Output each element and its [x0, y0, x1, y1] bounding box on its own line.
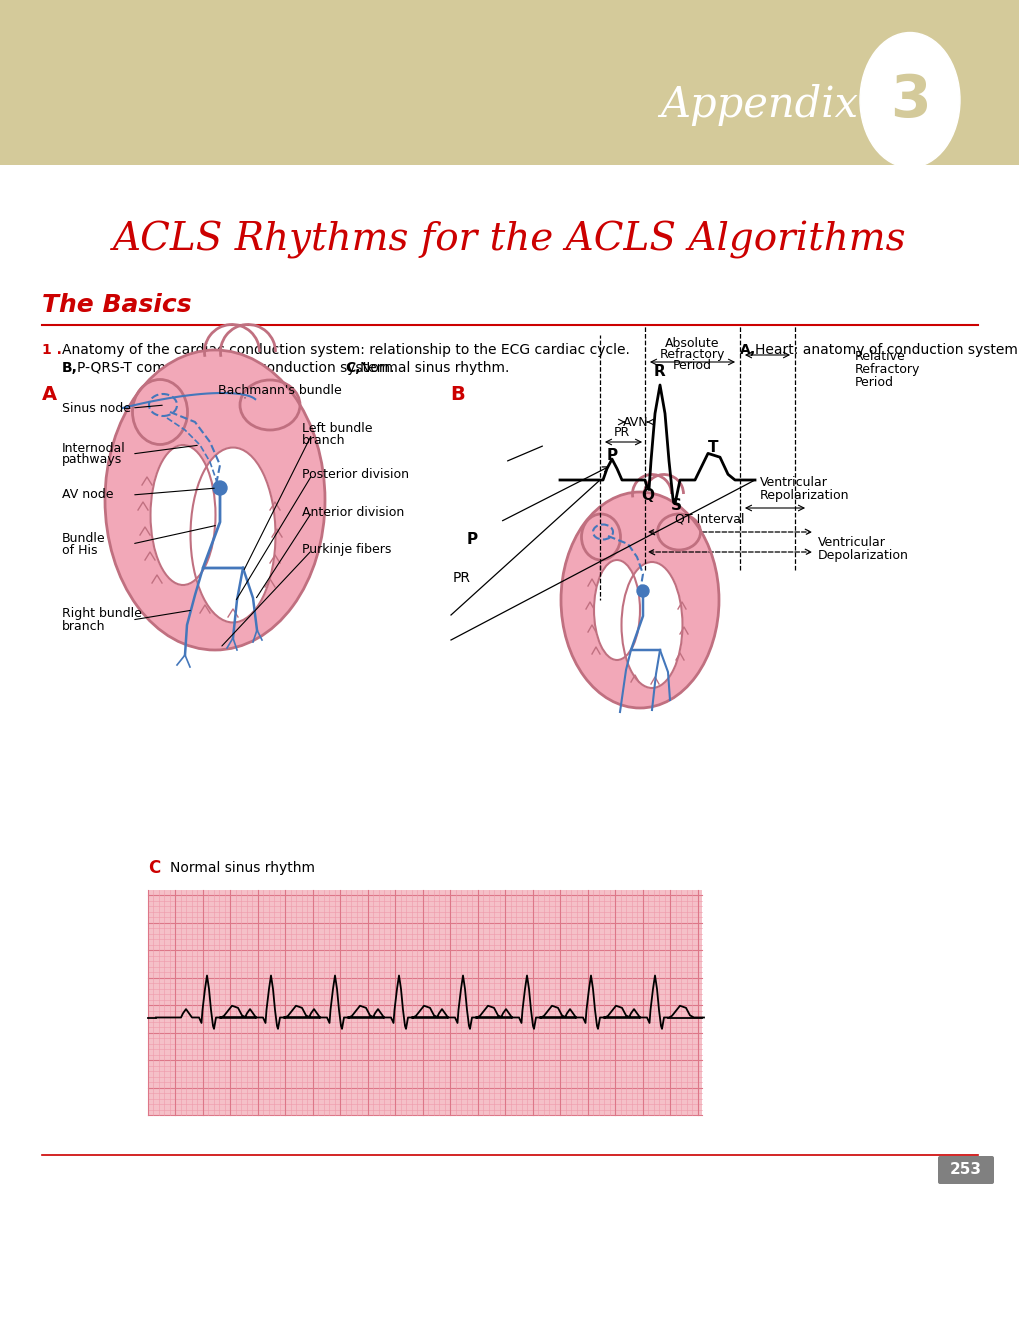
Text: Normal sinus rhythm.: Normal sinus rhythm.: [360, 360, 508, 375]
Text: branch: branch: [302, 433, 345, 446]
Ellipse shape: [637, 585, 648, 597]
Text: Bundle: Bundle: [62, 532, 106, 544]
Text: PR: PR: [452, 572, 471, 585]
Bar: [0, 0, 1019, 165]
Text: Anterior division: Anterior division: [302, 506, 404, 519]
Ellipse shape: [621, 562, 682, 688]
Text: Refractory: Refractory: [854, 363, 919, 376]
Text: P: P: [606, 447, 616, 462]
Text: Left bundle: Left bundle: [302, 421, 372, 434]
Text: pathways: pathways: [62, 454, 122, 466]
Text: Q: Q: [641, 487, 654, 503]
Text: Period: Period: [672, 359, 711, 372]
Bar: [148, 890, 701, 1115]
Text: C,: C,: [344, 360, 360, 375]
Text: T: T: [707, 441, 717, 455]
Ellipse shape: [859, 33, 959, 168]
Text: Posterior division: Posterior division: [302, 469, 409, 482]
Text: 1 .: 1 .: [42, 343, 62, 356]
Text: Period: Period: [854, 376, 893, 389]
Text: PR: PR: [613, 426, 630, 440]
Text: P-QRS-T complex: lines to conduction system.: P-QRS-T complex: lines to conduction sys…: [76, 360, 394, 375]
Ellipse shape: [213, 480, 227, 495]
Text: Ventricular: Ventricular: [759, 475, 827, 488]
Text: Ventricular: Ventricular: [817, 536, 886, 549]
Text: R: R: [653, 363, 665, 379]
Text: C: C: [148, 859, 160, 876]
Text: Refractory: Refractory: [658, 348, 723, 360]
Text: Sinus node: Sinus node: [62, 401, 130, 414]
Ellipse shape: [239, 380, 300, 430]
Text: Heart: anatomy of conduction system.: Heart: anatomy of conduction system.: [754, 343, 1019, 356]
Text: Anatomy of the cardiac conduction system: relationship to the ECG cardiac cycle.: Anatomy of the cardiac conduction system…: [62, 343, 630, 356]
Text: A,: A,: [739, 343, 755, 356]
Ellipse shape: [657, 513, 700, 550]
Ellipse shape: [581, 513, 620, 560]
Text: B: B: [449, 385, 465, 404]
Text: 3: 3: [889, 71, 929, 128]
Ellipse shape: [593, 560, 639, 660]
Text: A: A: [42, 385, 57, 404]
Text: Depolarization: Depolarization: [817, 549, 908, 562]
Ellipse shape: [560, 492, 718, 708]
Text: The Basics: The Basics: [42, 293, 192, 317]
Text: Right bundle: Right bundle: [62, 607, 142, 620]
Text: QT Interval: QT Interval: [675, 513, 744, 525]
Text: S: S: [669, 499, 681, 513]
Text: Purkinje fibers: Purkinje fibers: [302, 544, 391, 557]
Ellipse shape: [191, 447, 275, 623]
Text: Repolarization: Repolarization: [759, 488, 849, 502]
Text: P: P: [466, 532, 477, 548]
Text: of His: of His: [62, 544, 98, 557]
Text: Internodal: Internodal: [62, 441, 125, 454]
Text: Normal sinus rhythm: Normal sinus rhythm: [170, 861, 315, 875]
Text: AV node: AV node: [62, 488, 113, 502]
Text: B,: B,: [62, 360, 77, 375]
Text: AVN: AVN: [623, 416, 648, 429]
Text: branch: branch: [62, 619, 105, 632]
Text: Bachmann's bundle: Bachmann's bundle: [218, 384, 341, 396]
Text: ACLS Rhythms for the ACLS Algorithms: ACLS Rhythms for the ACLS Algorithms: [113, 220, 906, 259]
Ellipse shape: [132, 380, 187, 445]
FancyBboxPatch shape: [937, 1156, 994, 1184]
Ellipse shape: [105, 350, 325, 649]
Text: Appendix: Appendix: [659, 84, 857, 125]
Text: Absolute: Absolute: [664, 337, 718, 350]
Text: 253: 253: [949, 1163, 981, 1177]
Text: Relative: Relative: [854, 350, 905, 363]
Ellipse shape: [151, 445, 215, 585]
